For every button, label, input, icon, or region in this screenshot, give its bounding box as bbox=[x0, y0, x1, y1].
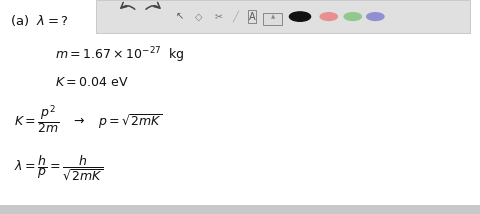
Circle shape bbox=[320, 13, 337, 21]
Text: ╱: ╱ bbox=[232, 11, 238, 22]
Bar bbox=[263, 13, 282, 25]
Text: $m = 1.67 \times 10^{-27}$  kg: $m = 1.67 \times 10^{-27}$ kg bbox=[55, 46, 185, 65]
Circle shape bbox=[367, 13, 384, 21]
Text: $\lambda = \dfrac{h}{p} = \dfrac{h}{\sqrt{2mK}}$: $\lambda = \dfrac{h}{p} = \dfrac{h}{\sqr… bbox=[14, 153, 104, 183]
Circle shape bbox=[289, 12, 311, 21]
Text: A: A bbox=[249, 12, 255, 22]
Circle shape bbox=[344, 13, 361, 21]
Text: (a)  $\lambda = ?$: (a) $\lambda = ?$ bbox=[10, 13, 69, 28]
Bar bbox=[96, 0, 470, 33]
Text: ↖: ↖ bbox=[176, 12, 184, 22]
Text: $K = 0.04$ eV: $K = 0.04$ eV bbox=[55, 76, 129, 89]
Text: ▲: ▲ bbox=[271, 14, 275, 19]
Text: ✂: ✂ bbox=[215, 12, 222, 22]
Text: ◇: ◇ bbox=[195, 12, 203, 22]
Bar bbox=[0, 205, 480, 214]
Text: $K = \dfrac{p^2}{2m}$   $\rightarrow$   $p = \sqrt{2mK}$: $K = \dfrac{p^2}{2m}$ $\rightarrow$ $p =… bbox=[14, 104, 163, 136]
